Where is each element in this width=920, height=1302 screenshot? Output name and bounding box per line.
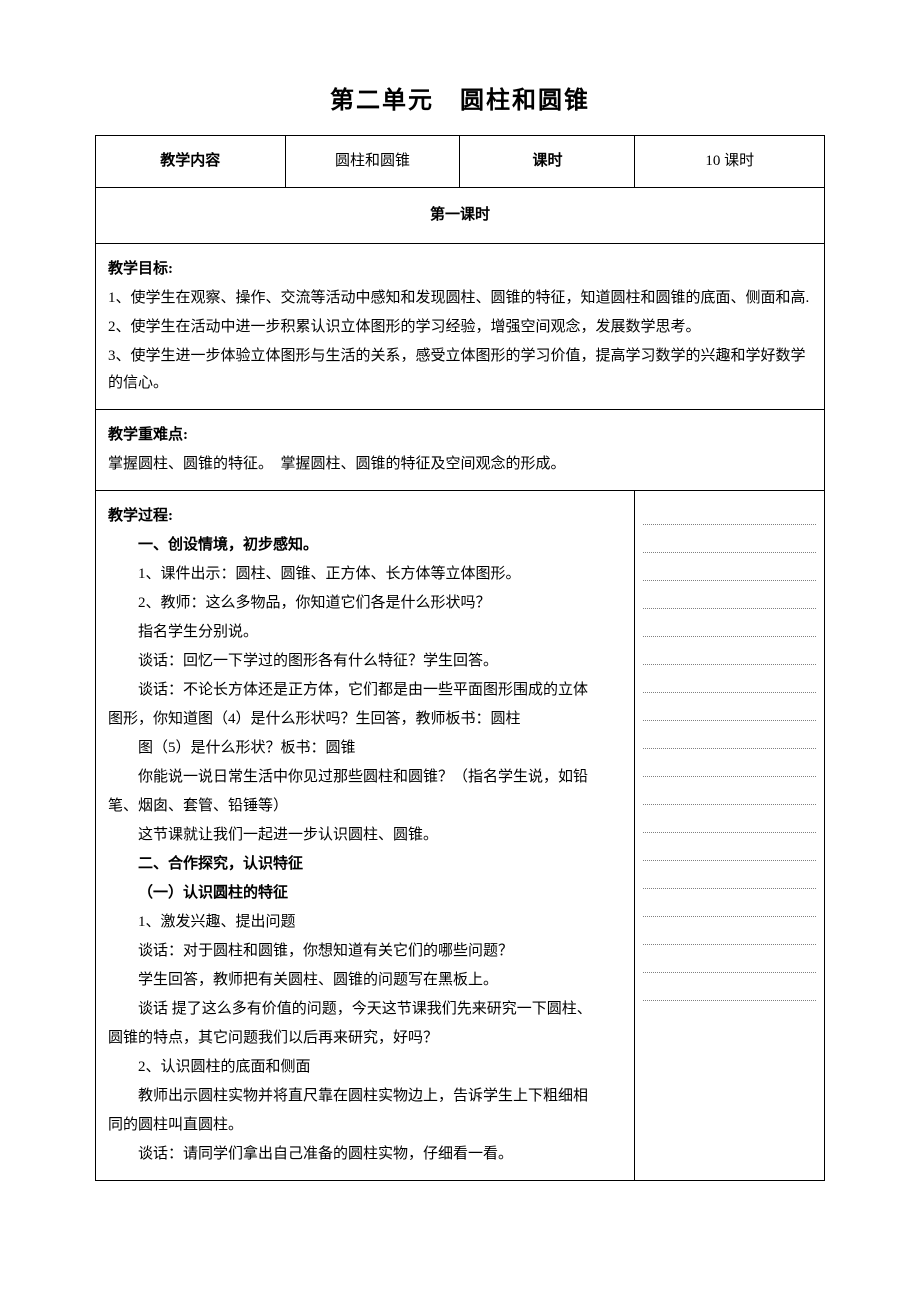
- process-line: 你能说一说日常生活中你见过那些圆柱和圆锥？（指名学生说，如铅: [108, 764, 622, 791]
- process-row: 教学过程:一、创设情境，初步感知。1、课件出示：圆柱、圆锥、正方体、长方体等立体…: [96, 491, 825, 1181]
- process-line: 2、认识圆柱的底面和侧面: [108, 1054, 622, 1081]
- difficulties-label: 教学重难点:: [108, 422, 812, 449]
- header-row: 教学内容 圆柱和圆锥 课时 10 课时: [96, 136, 825, 188]
- note-line: [643, 749, 816, 777]
- process-line: 指名学生分别说。: [108, 619, 622, 646]
- header-content-label: 教学内容: [96, 136, 286, 188]
- note-line: [643, 693, 816, 721]
- note-line: [643, 553, 816, 581]
- objectives-label: 教学目标:: [108, 256, 812, 283]
- process-line: 图（5）是什么形状？板书：圆锥: [108, 735, 622, 762]
- objectives-cell: 教学目标: 1、使学生在观察、操作、交流等活动中感知和发现圆柱、圆锥的特征，知道…: [96, 244, 825, 410]
- note-line: [643, 721, 816, 749]
- note-line: [643, 973, 816, 1001]
- header-hours-label: 课时: [460, 136, 635, 188]
- note-line: [643, 525, 816, 553]
- difficulties-cell: 教学重难点: 掌握圆柱、圆锥的特征。 掌握圆柱、圆锥的特征及空间观念的形成。: [96, 410, 825, 491]
- notes-cell: [635, 491, 825, 1181]
- lesson-plan-table: 教学内容 圆柱和圆锥 课时 10 课时 第一课时 教学目标: 1、使学生在观察、…: [95, 135, 825, 1181]
- process-cell: 教学过程:一、创设情境，初步感知。1、课件出示：圆柱、圆锥、正方体、长方体等立体…: [96, 491, 635, 1181]
- process-line: 2、教师：这么多物品，你知道它们各是什么形状吗？: [108, 590, 622, 617]
- note-line: [643, 637, 816, 665]
- process-line: 一、创设情境，初步感知。: [108, 532, 622, 559]
- note-line: [643, 805, 816, 833]
- note-line: [643, 833, 816, 861]
- process-line: 二、合作探究，认识特征: [108, 851, 622, 878]
- process-line: 同的圆柱叫直圆柱。: [108, 1112, 622, 1139]
- note-line: [643, 497, 816, 525]
- page-title: 第二单元 圆柱和圆锥: [95, 80, 825, 115]
- note-line: [643, 665, 816, 693]
- process-line: 谈话：请同学们拿出自己准备的圆柱实物，仔细看一看。: [108, 1141, 622, 1168]
- process-line: 这节课就让我们一起进一步认识圆柱、圆锥。: [108, 822, 622, 849]
- note-line: [643, 777, 816, 805]
- note-line: [643, 945, 816, 973]
- objective-item: 3、使学生进一步体验立体图形与生活的关系，感受立体图形的学习价值，提高学习数学的…: [108, 343, 812, 397]
- difficulties-text: 掌握圆柱、圆锥的特征。 掌握圆柱、圆锥的特征及空间观念的形成。: [108, 451, 812, 478]
- process-line: 圆锥的特点，其它问题我们以后再来研究，好吗？: [108, 1025, 622, 1052]
- lesson-title-row: 第一课时: [96, 188, 825, 244]
- note-line: [643, 861, 816, 889]
- process-label: 教学过程:: [108, 503, 622, 530]
- process-line: 图形，你知道图（4）是什么形状吗？生回答，教师板书：圆柱: [108, 706, 622, 733]
- process-line: （一）认识圆柱的特征: [108, 880, 622, 907]
- note-line: [643, 917, 816, 945]
- objective-item: 2、使学生在活动中进一步积累认识立体图形的学习经验，增强空间观念，发展数学思考。: [108, 314, 812, 341]
- lesson-title: 第一课时: [96, 188, 825, 244]
- objective-item: 1、使学生在观察、操作、交流等活动中感知和发现圆柱、圆锥的特征，知道圆柱和圆锥的…: [108, 285, 812, 312]
- process-line: 1、课件出示：圆柱、圆锥、正方体、长方体等立体图形。: [108, 561, 622, 588]
- process-line: 笔、烟囱、套管、铅锤等）: [108, 793, 622, 820]
- process-line: 谈话：对于圆柱和圆锥，你想知道有关它们的哪些问题？: [108, 938, 622, 965]
- process-line: 谈话 提了这么多有价值的问题，今天这节课我们先来研究一下圆柱、: [108, 996, 622, 1023]
- note-line: [643, 889, 816, 917]
- process-line: 教师出示圆柱实物并将直尺靠在圆柱实物边上，告诉学生上下粗细相: [108, 1083, 622, 1110]
- header-hours-value: 10 课时: [635, 136, 825, 188]
- difficulties-row: 教学重难点: 掌握圆柱、圆锥的特征。 掌握圆柱、圆锥的特征及空间观念的形成。: [96, 410, 825, 491]
- header-content-value: 圆柱和圆锥: [285, 136, 460, 188]
- objectives-row: 教学目标: 1、使学生在观察、操作、交流等活动中感知和发现圆柱、圆锥的特征，知道…: [96, 244, 825, 410]
- process-line: 谈话：回忆一下学过的图形各有什么特征？学生回答。: [108, 648, 622, 675]
- process-line: 谈话：不论长方体还是正方体，它们都是由一些平面图形围成的立体: [108, 677, 622, 704]
- note-line: [643, 581, 816, 609]
- note-line: [643, 609, 816, 637]
- process-line: 1、激发兴趣、提出问题: [108, 909, 622, 936]
- process-line: 学生回答，教师把有关圆柱、圆锥的问题写在黑板上。: [108, 967, 622, 994]
